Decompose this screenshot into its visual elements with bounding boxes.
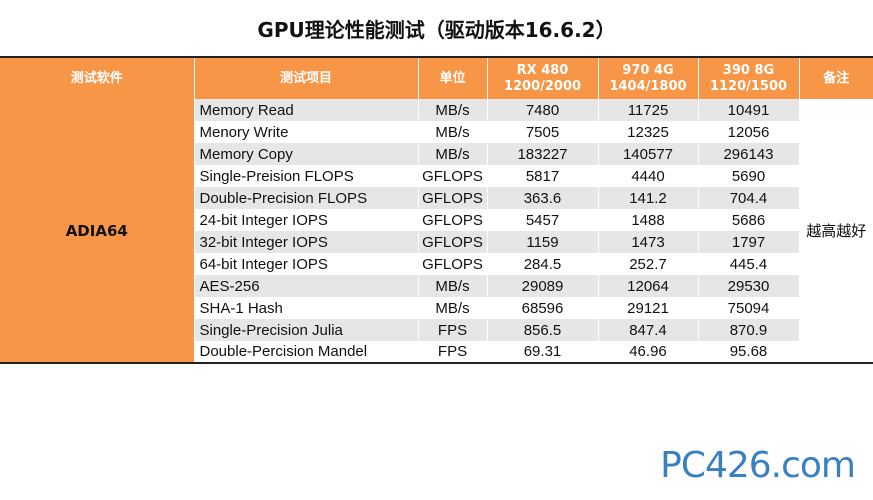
unit-cell: GFLOPS — [418, 253, 488, 275]
unit-cell: FPS — [418, 341, 488, 363]
page-title: GPU理论性能测试（驱动版本16.6.2） — [0, 0, 873, 58]
item-cell: Memory Copy — [194, 143, 419, 165]
benchmark-table: 测试软件 测试项目 单位 RX 480 1200/2000 970 4G 140… — [0, 58, 873, 364]
table-row: Memory Copy MB/s 183227 140577 296143 — [0, 143, 873, 165]
gpu3-value-cell: 870.9 — [698, 319, 800, 341]
gpu2-value-cell: 1473 — [598, 231, 699, 253]
header-software: 测试软件 — [0, 58, 195, 99]
table-row: AES-256 MB/s 29089 12064 29530 — [0, 275, 873, 297]
header-gpu1: RX 480 1200/2000 — [487, 58, 599, 99]
gpu1-value-cell: 856.5 — [487, 319, 599, 341]
table-body: ADIA64 Memory Read MB/s 7480 11725 10491 越高越好 M… — [0, 99, 873, 363]
gpu1-value-cell: 1159 — [487, 231, 599, 253]
table-row: Single-Preision FLOPS GFLOPS 5817 4440 5690 — [0, 165, 873, 187]
gpu3-value-cell: 12056 — [698, 121, 800, 143]
unit-cell: GFLOPS — [418, 209, 488, 231]
watermark-logo: PC426.com — [660, 445, 856, 486]
unit-cell: MB/s — [418, 275, 488, 297]
table-row: 24-bit Integer IOPS GFLOPS 5457 1488 5686 — [0, 209, 873, 231]
item-cell: 64-bit Integer IOPS — [194, 253, 419, 275]
table-row: 32-bit Integer IOPS GFLOPS 1159 1473 1797 — [0, 231, 873, 253]
software-name-cell: ADIA64 — [0, 99, 195, 363]
gpu2-value-cell: 141.2 — [598, 187, 699, 209]
header-gpu3: 390 8G 1120/1500 — [698, 58, 800, 99]
unit-cell: MB/s — [418, 143, 488, 165]
unit-cell: MB/s — [418, 99, 488, 121]
table-row: ADIA64 Memory Read MB/s 7480 11725 10491 越高越好 — [0, 99, 873, 363]
gpu3-clock: 1120/1500 — [709, 78, 788, 94]
item-cell: Memory Read — [194, 99, 419, 121]
gpu2-value-cell: 46.96 — [598, 341, 699, 363]
gpu3-value-cell: 445.4 — [698, 253, 800, 275]
gpu2-value-cell: 12325 — [598, 121, 699, 143]
table-row: SHA-1 Hash MB/s 68596 29121 75094 — [0, 297, 873, 319]
gpu3-value-cell: 75094 — [698, 297, 800, 319]
gpu1-value-cell: 69.31 — [487, 341, 599, 363]
gpu2-value-cell: 11725 — [598, 99, 699, 121]
table-row: 64-bit Integer IOPS GFLOPS 284.5 252.7 445.4 — [0, 253, 873, 275]
gpu3-value-cell: 5686 — [698, 209, 800, 231]
gpu2-value-cell: 29121 — [598, 297, 699, 319]
unit-cell: GFLOPS — [418, 187, 488, 209]
gpu1-clock: 1200/2000 — [503, 78, 582, 94]
unit-cell: GFLOPS — [418, 231, 488, 253]
unit-cell: GFLOPS — [418, 165, 488, 187]
header-gpu2: 970 4G 1404/1800 — [598, 58, 699, 99]
unit-cell: FPS — [418, 319, 488, 341]
gpu2-value-cell: 252.7 — [598, 253, 699, 275]
item-cell: Double-Precision FLOPS — [194, 187, 419, 209]
gpu2-value-cell: 4440 — [598, 165, 699, 187]
gpu1-value-cell: 284.5 — [487, 253, 599, 275]
gpu3-value-cell: 704.4 — [698, 187, 800, 209]
table-row: Double-Precision FLOPS GFLOPS 363.6 141.2 70… — [0, 187, 873, 209]
gpu1-value-cell: 183227 — [487, 143, 599, 165]
gpu3-value-cell: 29530 — [698, 275, 800, 297]
gpu1-value-cell: 363.6 — [487, 187, 599, 209]
unit-cell: MB/s — [418, 297, 488, 319]
gpu3-value-cell: 5690 — [698, 165, 800, 187]
table-row: Single-Precision Julia FPS 856.5 847.4 870.9 — [0, 319, 873, 341]
gpu1-value-cell: 5817 — [487, 165, 599, 187]
header-item: 测试项目 — [194, 58, 419, 99]
header-note: 备注 — [799, 58, 873, 99]
item-cell: AES-256 — [194, 275, 419, 297]
item-cell: Menory Write — [194, 121, 419, 143]
header-unit: 单位 — [418, 58, 488, 99]
gpu2-value-cell: 12064 — [598, 275, 699, 297]
table-row: Menory Write MB/s 7505 12325 12056 — [0, 121, 873, 143]
gpu2-value-cell: 847.4 — [598, 319, 699, 341]
gpu2-clock: 1404/1800 — [609, 78, 687, 94]
gpu1-value-cell: 5457 — [487, 209, 599, 231]
gpu3-name: 390 8G — [722, 62, 775, 78]
gpu3-value-cell: 95.68 — [698, 341, 800, 363]
gpu1-value-cell: 29089 — [487, 275, 599, 297]
gpu1-value-cell: 7480 — [487, 99, 599, 121]
item-cell: Single-Precision Julia — [194, 319, 419, 341]
gpu1-value-cell: 68596 — [487, 297, 599, 319]
gpu3-value-cell: 1797 — [698, 231, 800, 253]
gpu3-value-cell: 10491 — [698, 99, 800, 121]
item-cell: SHA-1 Hash — [194, 297, 419, 319]
gpu1-value-cell: 7505 — [487, 121, 599, 143]
gpu2-name: 970 4G — [622, 62, 674, 78]
gpu1-name: RX 480 — [516, 62, 569, 78]
note-cell: 越高越好 — [799, 99, 873, 363]
unit-cell: MB/s — [418, 121, 488, 143]
gpu3-value-cell: 296143 — [698, 143, 800, 165]
gpu2-value-cell: 140577 — [598, 143, 699, 165]
item-cell: Double-Percision Mandel — [194, 341, 419, 363]
table-row: Double-Percision Mandel FPS 69.31 46.96 95.6… — [0, 341, 873, 363]
item-cell: 32-bit Integer IOPS — [194, 231, 419, 253]
item-cell: 24-bit Integer IOPS — [194, 209, 419, 231]
gpu2-value-cell: 1488 — [598, 209, 699, 231]
item-cell: Single-Preision FLOPS — [194, 165, 419, 187]
